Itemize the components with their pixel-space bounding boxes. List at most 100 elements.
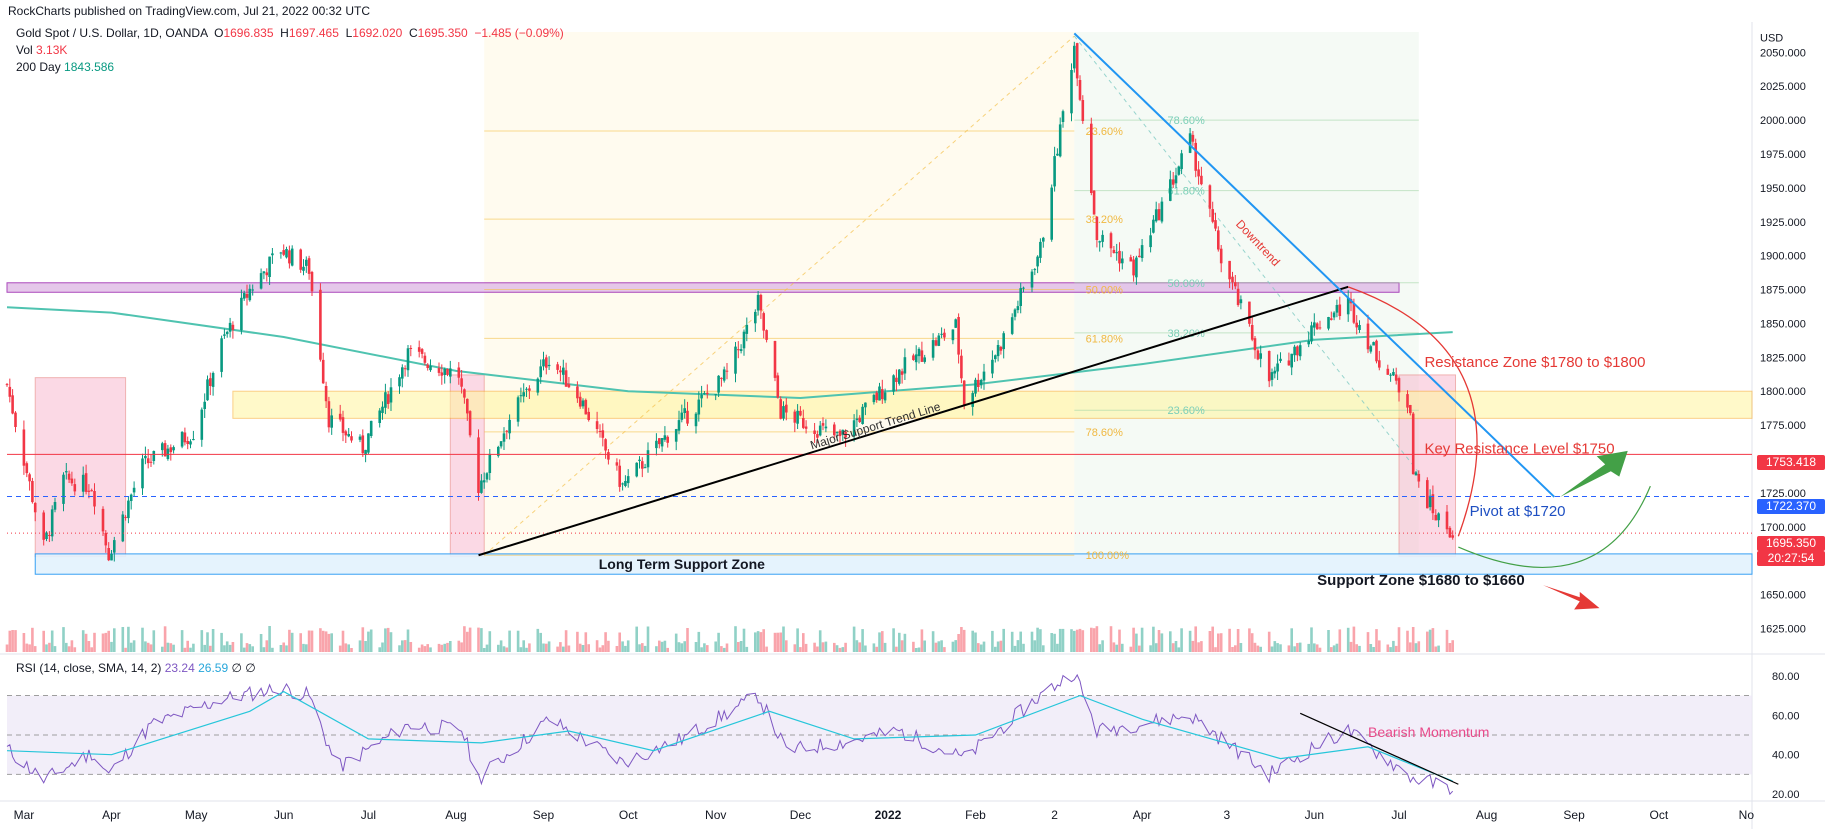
volume-bar — [858, 642, 861, 652]
price-tick: 1775.000 — [1760, 420, 1806, 432]
volume-bar — [686, 628, 689, 652]
volume-bar — [1231, 647, 1234, 652]
candle-body — [53, 502, 57, 510]
candle-body — [1414, 472, 1418, 476]
candle-body — [358, 436, 362, 440]
volume-bar — [1211, 626, 1214, 652]
candle-body — [663, 435, 667, 440]
candle-body — [1050, 187, 1053, 240]
candle-body — [855, 418, 859, 421]
rsi-tick: 40.00 — [1772, 750, 1800, 762]
candle-body — [979, 380, 983, 386]
volume-bar — [186, 640, 189, 652]
candle-body — [200, 409, 204, 440]
time-tick: Nov — [705, 808, 726, 822]
candle-body — [861, 406, 864, 424]
candle-body — [943, 332, 946, 338]
volume-bar — [268, 626, 271, 652]
volume-bar — [595, 640, 599, 652]
candle-body — [674, 429, 678, 442]
fib-left-label: 61.80% — [1086, 333, 1124, 345]
volume-bar — [1095, 626, 1099, 652]
volume-bar — [773, 632, 777, 652]
candle-body — [940, 333, 943, 335]
volume-bar — [841, 647, 845, 652]
volume-bar — [223, 645, 226, 652]
volume-bar — [1315, 644, 1319, 652]
candle-body — [338, 413, 342, 420]
volume-bar — [347, 644, 350, 652]
volume-bar — [1239, 643, 1243, 652]
volume-bar — [84, 633, 88, 652]
publish-header: RockCharts published on TradingView.com,… — [8, 4, 370, 18]
candle-body — [658, 438, 661, 445]
volume-bar — [1219, 633, 1223, 652]
candle-body — [319, 289, 322, 360]
time-tick: Dec — [790, 808, 811, 822]
volume-bar — [248, 644, 252, 652]
candle-body — [714, 394, 717, 396]
volume-bar — [25, 643, 29, 652]
candle-body — [223, 334, 226, 336]
candle-body — [1445, 511, 1449, 530]
volume-bar — [666, 647, 669, 652]
volume-bar — [152, 630, 156, 652]
candle-body — [1109, 233, 1113, 249]
candle-body — [163, 443, 167, 457]
candle-body — [1135, 257, 1138, 278]
long-term-support-zone — [34, 553, 1753, 575]
volume-bar — [931, 631, 935, 652]
volume-bar — [1154, 643, 1158, 652]
candle-body — [1010, 317, 1014, 334]
candle-body — [152, 451, 156, 461]
candle-body — [1090, 123, 1093, 193]
volume-bar — [1010, 631, 1014, 652]
candle-body — [1397, 378, 1401, 393]
volume-bar — [539, 632, 542, 652]
volume-bar — [508, 630, 511, 652]
volume-bar — [1256, 645, 1260, 652]
volume-bar — [898, 632, 901, 652]
candle-body — [344, 431, 348, 436]
candle-body — [1417, 473, 1421, 482]
candle-body — [522, 392, 525, 397]
candle-body — [977, 379, 980, 387]
candle-body — [104, 532, 108, 546]
candle-body — [833, 424, 836, 436]
volume-bar — [1036, 627, 1039, 652]
candle-body — [206, 379, 209, 401]
candle-body — [321, 359, 325, 384]
price-tick: 2025.000 — [1760, 81, 1806, 93]
candle-body — [1256, 350, 1260, 360]
volume-bar — [762, 629, 765, 652]
candle-body — [776, 375, 780, 398]
volume-bar — [101, 633, 105, 652]
candle-body — [1078, 80, 1082, 100]
volume-bar — [1406, 630, 1409, 652]
candle-body — [70, 478, 74, 484]
price-tick: 2050.000 — [1760, 47, 1806, 59]
candle-body — [132, 487, 136, 493]
candle-body — [858, 417, 861, 422]
candle-body — [974, 379, 977, 394]
candle-body — [1437, 513, 1440, 521]
candle-body — [587, 411, 590, 420]
candle-body — [519, 395, 523, 397]
candle-body — [765, 330, 768, 340]
candle-body — [209, 378, 212, 386]
fib-right-label: 78.60% — [1168, 115, 1206, 127]
volume-bar — [660, 641, 664, 652]
candle-body — [1448, 527, 1452, 538]
volume-bar — [581, 645, 585, 652]
candle-body — [624, 481, 627, 486]
candle-body — [898, 369, 901, 384]
volume-bar — [1417, 641, 1421, 652]
candle-body — [562, 367, 565, 375]
volume-bar — [426, 644, 429, 652]
candle-body — [1315, 323, 1319, 330]
candle-body — [499, 441, 503, 447]
volume-bar — [1349, 641, 1353, 652]
candle-body — [996, 345, 1000, 357]
volume-bar — [996, 641, 1000, 652]
